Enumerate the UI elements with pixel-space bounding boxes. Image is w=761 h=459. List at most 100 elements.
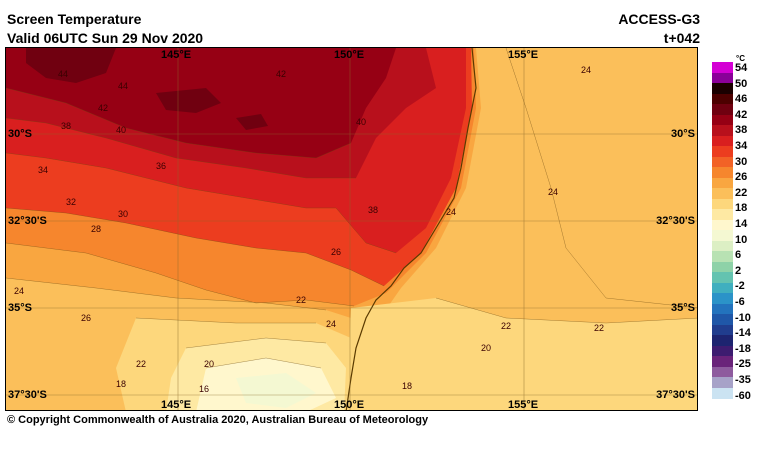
contour-label: 44 xyxy=(58,69,69,79)
legend-tick-label: -35 xyxy=(735,374,751,386)
lat-label-30-left: 30°S xyxy=(8,128,32,140)
lat-label-30-right: 30°S xyxy=(671,128,695,140)
lon-label-150-bottom: 150°E xyxy=(334,399,365,411)
legend-swatch xyxy=(712,72,733,84)
contour-label: 24 xyxy=(326,319,337,329)
legend-swatch xyxy=(712,219,733,231)
lon-label-150-top: 150°E xyxy=(334,49,365,61)
legend-swatch xyxy=(712,345,733,357)
legend-swatch xyxy=(712,251,733,262)
legend-swatch xyxy=(712,324,733,336)
legend-tick-label: 14 xyxy=(735,218,748,230)
legend-tick-label: -60 xyxy=(735,389,751,402)
forecast-step: t+042 xyxy=(663,30,700,46)
legend-tick-label: 42 xyxy=(735,108,748,121)
contour-label: 36 xyxy=(156,161,167,171)
legend-tick-label: -6 xyxy=(735,296,745,308)
legend-tick-label: -18 xyxy=(735,342,751,355)
valid-time: Valid 06UTC Sun 29 Nov 2020 xyxy=(7,30,204,46)
legend-tick-label: 54 xyxy=(735,62,748,74)
legend-tick-label: 30 xyxy=(735,155,748,168)
legend-swatch xyxy=(712,125,733,136)
legend-tick-label: 38 xyxy=(735,124,748,137)
contour-label: 20 xyxy=(204,359,215,369)
legend-tick-label: -10 xyxy=(735,311,751,324)
lat-label-32-30-left: 32°30'S xyxy=(8,215,47,227)
legend-swatch xyxy=(712,387,733,399)
legend-swatch xyxy=(712,146,733,157)
contour-label: 22 xyxy=(501,321,512,331)
lon-label-145-bottom: 145°E xyxy=(161,399,192,411)
lat-label-32-30-right: 32°30'S xyxy=(656,215,695,227)
contour-label: 38 xyxy=(61,121,72,131)
contour-label: 24 xyxy=(581,65,592,75)
graticule xyxy=(6,48,697,410)
legend-swatch xyxy=(712,356,733,367)
contour-label: 18 xyxy=(116,379,127,389)
contour-label: 26 xyxy=(81,313,92,323)
legend-swatch xyxy=(712,167,733,178)
lon-label-155-bottom: 155°E xyxy=(508,399,539,411)
legend-swatch xyxy=(712,272,733,283)
legend-swatch xyxy=(712,83,733,94)
contour-label: 30 xyxy=(118,209,129,219)
legend-swatch xyxy=(712,314,733,325)
contour-label: 40 xyxy=(116,125,127,135)
legend-swatch xyxy=(712,198,733,210)
contour-lines xyxy=(6,48,697,369)
legend-swatch xyxy=(712,230,733,241)
lat-label-37-30-right: 37°30'S xyxy=(656,389,695,401)
lat-label-37-30-left: 37°30'S xyxy=(8,389,47,401)
legend-swatch xyxy=(712,104,733,115)
lat-label-35-left: 35°S xyxy=(8,302,32,314)
chart-title: Screen Temperature xyxy=(7,11,142,27)
contour-label: 40 xyxy=(356,117,367,127)
contour-label: 26 xyxy=(331,247,342,257)
legend-tick-label: 6 xyxy=(735,249,742,262)
legend-swatch xyxy=(712,377,733,388)
legend-swatch xyxy=(712,114,733,126)
legend-swatch xyxy=(712,135,733,147)
model-name: ACCESS-G3 xyxy=(618,11,700,27)
legend-swatch xyxy=(712,366,733,378)
contour-label: 20 xyxy=(481,343,492,353)
legend-tick-label: -2 xyxy=(735,280,745,293)
lon-label-145-top: 145°E xyxy=(161,49,192,61)
legend-swatch xyxy=(712,261,733,273)
legend-tick-label: 26 xyxy=(735,171,748,184)
legend-swatch xyxy=(712,303,733,315)
legend-tick-label: 22 xyxy=(735,186,748,199)
legend-swatch xyxy=(712,188,733,199)
contour-label: 22 xyxy=(594,323,605,333)
contour-label: 16 xyxy=(199,384,210,394)
legend-tick-label: -14 xyxy=(735,327,751,340)
legend-swatch xyxy=(712,156,733,168)
legend-tick-label: 2 xyxy=(735,264,742,277)
temp-hot-patch-2 xyxy=(236,114,268,130)
legend-tick-label: 18 xyxy=(735,202,748,215)
legend-swatch xyxy=(712,93,733,105)
temperature-map[interactable]: 44 42 44 42 40 38 36 34 32 30 28 26 24 2… xyxy=(5,47,698,411)
lon-label-155-top: 155°E xyxy=(508,49,539,61)
contour-label: 42 xyxy=(98,103,109,113)
legend-swatch xyxy=(712,240,733,252)
temp-band-44 xyxy=(26,48,116,83)
legend-tick-label: -25 xyxy=(735,358,751,371)
coastline xyxy=(345,48,477,410)
legend-swatch xyxy=(712,282,733,294)
contour-label: 44 xyxy=(118,81,129,91)
ocean-band-22 xyxy=(346,298,697,410)
contour-label: 22 xyxy=(296,295,307,305)
legend-tick-label: 50 xyxy=(735,77,748,90)
lat-label-35-right: 35°S xyxy=(671,302,695,314)
legend-swatch xyxy=(712,209,733,220)
contour-label: 38 xyxy=(368,205,379,215)
contour-label: 24 xyxy=(14,286,25,296)
legend-swatch xyxy=(712,62,733,73)
legend-unit: °C xyxy=(736,54,745,63)
contour-label: 32 xyxy=(66,197,77,207)
contour-label: 22 xyxy=(136,359,147,369)
contour-label: 24 xyxy=(548,187,559,197)
copyright-notice: © Copyright Commonwealth of Australia 20… xyxy=(7,414,429,426)
legend-tick-label: 34 xyxy=(735,140,748,152)
